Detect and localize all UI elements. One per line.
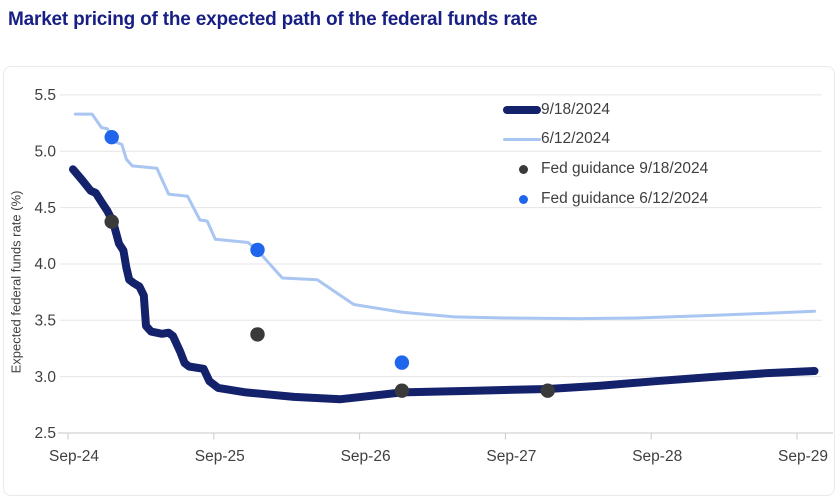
- legend-label: 9/18/2024: [541, 101, 610, 118]
- legend-item-fed-guidance-9-18-2024: Fed guidance 9/18/2024: [503, 154, 708, 184]
- y-tick-label: 3.5: [34, 313, 56, 330]
- y-tick-label: 2.5: [34, 425, 56, 442]
- chart-legend: 9/18/2024 6/12/2024 Fed guidance 9/18/20…: [503, 96, 708, 214]
- y-tick-label: 4.0: [34, 256, 56, 273]
- chart-title: Market pricing of the expected path of t…: [8, 9, 538, 30]
- chart-card: [3, 66, 835, 496]
- scatter-point-Fed-guidance-6-12-2024: [104, 130, 119, 145]
- legend-label: Fed guidance 6/12/2024: [541, 190, 709, 207]
- page: { "title": "Market pricing of the expect…: [3, 9, 835, 496]
- scatter-point-Fed-guidance-9-18-2024: [540, 383, 555, 398]
- scatter-point-Fed-guidance-9-18-2024: [250, 327, 265, 342]
- legend-black-dot-icon: [519, 164, 528, 174]
- y-tick-label: 3.0: [34, 369, 56, 386]
- scatter-point-Fed-guidance-6-12-2024: [394, 355, 410, 370]
- y-axis-title: Expected federal funds rate (%): [8, 190, 24, 374]
- x-tick-label: Sep-29: [778, 448, 828, 465]
- y-tick-label: 5.5: [34, 87, 56, 104]
- legend-thin-line-icon: [503, 137, 541, 141]
- x-tick-label: Sep-24: [49, 448, 99, 465]
- x-tick-label: Sep-25: [195, 448, 245, 465]
- scatter-point-Fed-guidance-6-12-2024: [250, 242, 265, 258]
- legend-label: Fed guidance 9/18/2024: [541, 160, 709, 177]
- legend-blue-dot-icon: [519, 194, 528, 204]
- y-tick-label: 5.0: [34, 143, 56, 160]
- x-tick-label: Sep-28: [632, 448, 682, 465]
- scatter-point-Fed-guidance-9-18-2024: [394, 383, 410, 398]
- scatter-point-Fed-guidance-9-18-2024: [104, 214, 119, 229]
- legend-item-6-12-2024: 6/12/2024: [503, 124, 708, 154]
- x-tick-label: Sep-26: [341, 448, 391, 465]
- chart-canvas: 5.5 5.0 4.5 4.0 3.5 3.0 2.5 Sep-24 Sep-25 Sep-26 S…: [34, 87, 833, 465]
- legend-thick-line-icon: [503, 106, 541, 114]
- legend-item-fed-guidance-6-12-2024: Fed guidance 6/12/2024: [503, 184, 708, 214]
- legend-item-9-18-2024: 9/18/2024: [503, 96, 708, 124]
- legend-label: 6/12/2024: [541, 130, 610, 147]
- y-tick-label: 4.5: [34, 200, 56, 217]
- x-tick-label: Sep-27: [486, 448, 536, 465]
